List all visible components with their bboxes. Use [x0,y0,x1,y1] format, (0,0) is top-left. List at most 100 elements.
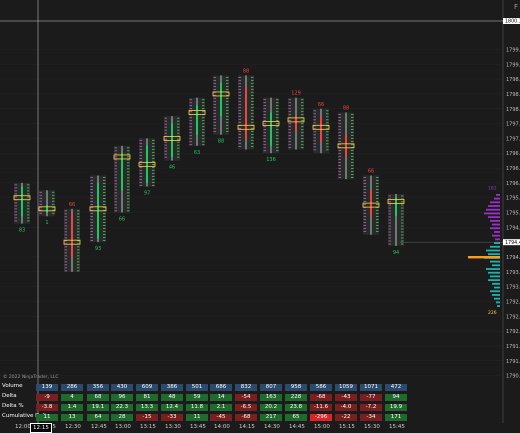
footprint-bid-mark [238,85,241,87]
footprint-bid-mark [114,171,117,173]
footprint-bid-mark [313,131,316,133]
volume-profile-poc [468,256,500,259]
footprint-bid-mark [189,138,192,140]
stats-cell-delta: 81 [136,394,158,401]
footprint-bid-mark [213,121,216,123]
footprint-ask-mark [251,118,254,120]
footprint-bid-mark [90,215,93,217]
footprint-bid-mark [288,135,291,137]
footprint-bid-mark [114,201,117,203]
footprint-bid-mark [363,188,366,190]
footprint-bid-mark [64,267,67,269]
time-tick-label: 15:00 [314,424,330,430]
footprint-bid-mark [90,188,93,190]
footprint-ask-mark [202,129,205,131]
stats-cell-delta: 14 [210,394,232,401]
footprint-bid-mark [313,119,316,121]
footprint-ask-mark [52,191,55,193]
footprint-ask-mark [103,182,106,184]
footprint-bid-mark [64,240,67,242]
footprint-bid-mark [338,128,341,130]
footprint-ask-mark [77,225,80,227]
footprint-bid-mark [90,179,93,181]
footprint-ask-mark [376,191,379,193]
footprint-bid-mark [338,152,341,154]
time-tick-label: 14:45 [289,424,305,430]
footprint-ask-mark [177,150,180,152]
footprint-ask-mark [177,153,180,155]
poc-box [138,161,156,167]
time-axis[interactable]: 12:0012:1512:3012:4513:0013:1513:3013:45… [0,423,520,433]
footprint-ask-mark [251,91,254,93]
footprint-ask-mark [77,216,80,218]
volume-profile-bar-up [488,205,500,207]
footprint-ask-mark [401,231,404,233]
footprint-bid-mark [238,142,241,144]
stats-cell-volume: 1071 [360,384,382,391]
footprint-ask-mark [202,99,205,101]
footprint-ask-mark [77,267,80,269]
footprint-bid-mark [363,182,366,184]
footprint-ask-mark [103,203,106,205]
stats-cell-cum-delta: -45 [210,414,232,421]
footprint-bid-mark [263,141,266,143]
footprint-ask-mark [27,205,30,207]
footprint-ask-mark [177,138,180,140]
stats-cell-delta-pct: -7.2 [360,404,382,411]
footprint-bid-mark [90,212,93,214]
footprint-ask-mark [103,176,106,178]
footprint-ask-mark [77,255,80,257]
footprint-ask-mark [401,219,404,221]
footprint-bid-mark [139,154,142,156]
stats-cell-volume: 686 [210,384,232,391]
footprint-bid-mark [263,129,266,131]
footprint-ask-mark [27,184,30,186]
bar-body [71,212,73,257]
footprint-bid-mark [114,156,117,158]
window-corner-label: F [514,3,518,11]
footprint-bid-mark [14,184,17,186]
footprint-ask-mark [202,135,205,137]
footprint-bid-mark [164,144,167,146]
stats-cell-cum-delta: 64 [87,414,109,421]
footprint-ask-mark [202,144,205,146]
footprint-bid-mark [189,120,192,122]
footprint-bid-mark [363,218,366,220]
footprint-ask-mark [202,132,205,134]
footprint-ask-mark [226,97,229,99]
footprint-bid-mark [363,197,366,199]
footprint-bid-mark [189,129,192,131]
footprint-ask-mark [376,194,379,196]
footprint-ask-mark [351,176,354,178]
footprint-ask-mark [52,212,55,214]
footprint-bid-mark [64,222,67,224]
stats-cell-cum-delta: 171 [385,414,407,421]
footprint-ask-mark [376,230,379,232]
footprint-bid-mark [213,82,216,84]
footprint-bid-mark [263,150,266,152]
footprint-bid-mark [139,184,142,186]
footprint-bid-mark [189,111,192,113]
footprint-bid-mark [114,159,117,161]
volume-profile-bar-down [492,264,500,267]
footprint-bid-mark [363,230,366,232]
footprint-bid-mark [64,255,67,257]
stats-cell-delta-pct: -11.6 [310,404,332,411]
footprint-bid-mark [338,137,341,139]
footprint-ask-mark [77,234,80,236]
time-tick-label: 14:15 [239,424,255,430]
footprint-bid-mark [39,194,42,196]
footprint-ask-mark [52,203,55,205]
footprint-ask-mark [251,127,254,129]
footprint-bid-mark [189,123,192,125]
bar-delta-label: 88 [243,68,249,74]
footprint-ask-mark [202,126,205,128]
footprint-ask-mark [127,198,130,200]
footprint-bid-mark [90,191,93,193]
footprint-bid-mark [288,126,291,128]
footprint-ask-mark [401,222,404,224]
stats-cell-cum-delta: -15 [136,414,158,421]
footprint-ask-mark [351,152,354,154]
footprint-bid-mark [64,216,67,218]
